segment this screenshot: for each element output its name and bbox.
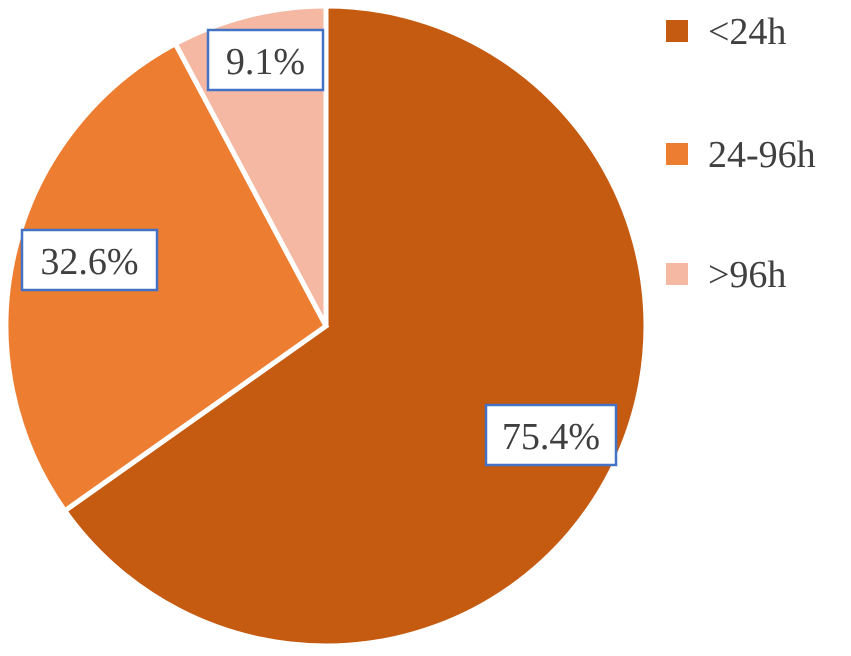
- data-label-2: 9.1%: [206, 28, 325, 92]
- legend-item-0: <24h: [666, 11, 786, 53]
- legend-item-1: 24-96h: [666, 134, 816, 176]
- pie-slice-0: [61, 3, 649, 649]
- data-label-0: 75.4%: [484, 403, 618, 467]
- data-label-box-1: [20, 228, 159, 292]
- legend-swatch-1: [666, 143, 688, 165]
- legend-item-2: >96h: [666, 254, 786, 296]
- legend-swatch-0: [666, 20, 688, 42]
- pie-slice-1: [3, 40, 330, 515]
- legend-label-2: >96h: [708, 254, 786, 296]
- data-label-text-1: 32.6%: [40, 241, 138, 283]
- legend-label-0: <24h: [708, 11, 786, 53]
- data-label-box-2: [206, 28, 325, 92]
- pie-slices: [3, 3, 649, 649]
- legend: <24h 24-96h >96h: [666, 11, 816, 296]
- data-label-1: 32.6%: [20, 228, 159, 292]
- legend-label-1: 24-96h: [708, 134, 816, 176]
- data-label-text-0: 75.4%: [502, 416, 600, 458]
- legend-swatch-2: [666, 263, 688, 285]
- data-label-text-2: 9.1%: [226, 41, 305, 83]
- data-label-box-0: [484, 403, 618, 467]
